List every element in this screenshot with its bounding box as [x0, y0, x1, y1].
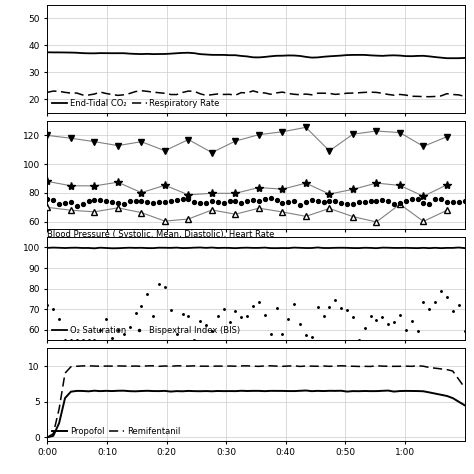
- Legend: End-Tidal CO₂, Respiratory Rate: End-Tidal CO₂, Respiratory Rate: [52, 98, 220, 109]
- Text: Blood Pressure ( Systolic, Mean, Diastolic), Heart Rate: Blood Pressure ( Systolic, Mean, Diastol…: [47, 230, 275, 239]
- Legend: O₂ Saturation, Bispextral Index (BIS): O₂ Saturation, Bispextral Index (BIS): [52, 325, 241, 336]
- Legend: Propofol, Remifentanil: Propofol, Remifentanil: [52, 426, 181, 437]
